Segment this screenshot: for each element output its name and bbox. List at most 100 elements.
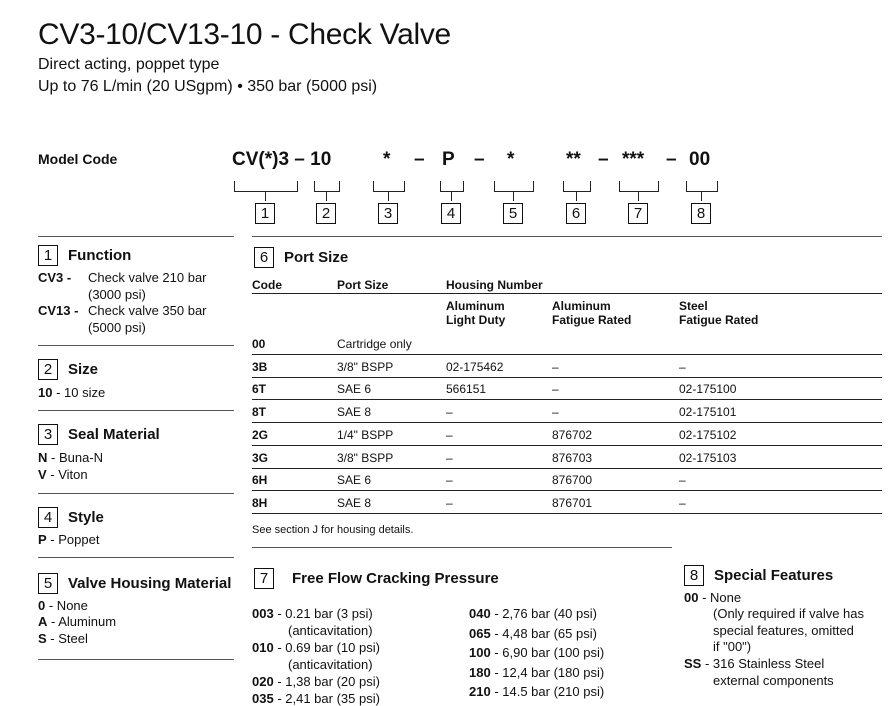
table-row-divider bbox=[252, 490, 882, 491]
row-al-fatigue: – bbox=[552, 360, 559, 374]
seal-item-n: N - Buna-N bbox=[38, 450, 104, 465]
row-port-size: 3/8" BSPP bbox=[337, 451, 394, 465]
table-row-divider bbox=[252, 399, 882, 400]
model-code-label: Model Code bbox=[38, 151, 118, 167]
row-al-fatigue: 876703 bbox=[552, 451, 593, 465]
col-header-port: Port Size bbox=[337, 278, 389, 292]
row-al-fatigue: 876702 bbox=[552, 428, 593, 442]
row-steel: 02-175103 bbox=[679, 451, 737, 465]
table-row-divider bbox=[252, 377, 882, 378]
row-code: 6H bbox=[252, 473, 268, 487]
row-code: 8T bbox=[252, 405, 267, 419]
subtitle-type: Direct acting, poppet type bbox=[38, 56, 220, 73]
col-header-code: Code bbox=[252, 278, 282, 292]
model-code-dash: – bbox=[666, 149, 677, 170]
col-header-steel-2: Fatigue Rated bbox=[679, 313, 759, 327]
row-al-light: 566151 bbox=[446, 382, 487, 396]
model-code-dash: – bbox=[414, 149, 425, 170]
row-al-fatigue: 876700 bbox=[552, 473, 593, 487]
function-item-cv3-desc: Check valve 210 bar bbox=[88, 270, 207, 285]
section-special-header: 8 Special Features bbox=[684, 565, 833, 586]
col-header-al-light: Aluminum bbox=[446, 299, 505, 313]
row-port-size: 1/4" BSPP bbox=[337, 428, 394, 442]
row-steel: – bbox=[679, 473, 686, 487]
row-code: 3G bbox=[252, 451, 269, 465]
cracking-item-note: (anticavitation) bbox=[288, 623, 373, 638]
model-box-4: 4 bbox=[441, 203, 461, 224]
model-box-3: 3 bbox=[378, 203, 398, 224]
size-item: 10 - 10 size bbox=[38, 385, 106, 400]
model-box-8: 8 bbox=[691, 203, 711, 224]
model-box-7: 7 bbox=[628, 203, 648, 224]
table-row-divider bbox=[252, 445, 882, 446]
cracking-item: 100 - 6,90 bar (100 psi) bbox=[469, 645, 605, 660]
row-al-light: – bbox=[446, 496, 453, 510]
row-al-fatigue: – bbox=[552, 382, 559, 396]
table-row-divider bbox=[252, 468, 882, 469]
row-code: 6T bbox=[252, 382, 267, 396]
function-item-cv3-desc2: (3000 psi) bbox=[88, 287, 146, 302]
cracking-item: 065 - 4,48 bar (65 psi) bbox=[469, 625, 597, 641]
table-row-divider bbox=[252, 513, 882, 514]
row-al-fatigue: 876701 bbox=[552, 496, 593, 510]
model-code-dash: – bbox=[474, 149, 485, 170]
model-code-part-4: P bbox=[442, 149, 455, 170]
row-steel: – bbox=[679, 496, 686, 510]
cracking-item: 035 - 2,41 bar (35 psi) bbox=[252, 691, 380, 706]
row-al-light: – bbox=[446, 473, 453, 487]
function-item-cv13-desc: Check valve 350 bar bbox=[88, 303, 207, 318]
seal-item-v: V - Viton bbox=[38, 467, 88, 482]
row-port-size: Cartridge only bbox=[337, 337, 412, 351]
row-al-light: – bbox=[446, 451, 453, 465]
col-header-al-fatigue-2: Fatigue Rated bbox=[552, 313, 632, 327]
cracking-item: 180 - 12,4 bar (180 psi) bbox=[469, 664, 605, 680]
special-none-note-3: if "00") bbox=[713, 639, 752, 654]
cracking-item-note: (anticavitation) bbox=[288, 657, 373, 672]
row-port-size: SAE 8 bbox=[337, 405, 372, 419]
section-style-header: 4 Style bbox=[38, 507, 104, 528]
row-steel: 02-175101 bbox=[679, 405, 737, 419]
cracking-item: 020 - 1,38 bar (20 psi) bbox=[252, 674, 380, 689]
subtitle-rating: Up to 76 L/min (20 USgpm) • 350 bar (500… bbox=[38, 78, 378, 95]
model-code-part-5: * bbox=[507, 149, 515, 170]
row-port-size: SAE 6 bbox=[337, 473, 372, 487]
special-item-ss: SS - 316 Stainless Steel bbox=[684, 656, 825, 671]
function-item-cv3: CV3 - bbox=[38, 270, 72, 285]
row-steel: 02-175102 bbox=[679, 428, 737, 442]
function-item-cv13: CV13 - bbox=[38, 303, 79, 318]
row-port-size: 3/8" BSPP bbox=[337, 360, 394, 374]
row-code: 00 bbox=[252, 337, 266, 351]
row-code: 3B bbox=[252, 360, 268, 374]
row-code: 8H bbox=[252, 496, 268, 510]
model-box-2: 2 bbox=[316, 203, 336, 224]
model-code-part-2: * bbox=[383, 149, 391, 170]
model-box-6: 6 bbox=[566, 203, 586, 224]
style-item: P - Poppet bbox=[38, 532, 100, 547]
model-code-part-6: ** bbox=[566, 149, 581, 170]
model-code-part-8: 00 bbox=[689, 149, 711, 170]
section-port-size-header: 6 Port Size bbox=[254, 247, 348, 268]
row-code: 2G bbox=[252, 428, 269, 442]
row-steel: 02-175100 bbox=[679, 382, 737, 396]
row-al-light: 02-175462 bbox=[446, 360, 504, 374]
section-cracking-header: 7 Free Flow Cracking Pressure bbox=[254, 568, 499, 589]
model-code-dash: – bbox=[598, 149, 609, 170]
special-none-note-2: special features, omitted bbox=[713, 623, 854, 638]
col-header-housing: Housing Number bbox=[446, 278, 543, 292]
special-none-note-1: (Only required if valve has bbox=[713, 606, 865, 621]
model-box-5: 5 bbox=[503, 203, 523, 224]
row-port-size: SAE 8 bbox=[337, 496, 372, 510]
section-housing-material-header: 5 Valve Housing Material bbox=[38, 573, 231, 594]
special-item-none: 00 - None bbox=[684, 590, 742, 605]
table-row-divider bbox=[252, 354, 882, 355]
port-size-note: See section J for housing details. bbox=[252, 524, 414, 536]
col-header-steel: Steel bbox=[679, 299, 708, 313]
model-code-part-7: *** bbox=[622, 149, 645, 170]
col-header-al-light-2: Light Duty bbox=[446, 313, 506, 327]
cracking-item: 010 - 0.69 bar (10 psi) bbox=[252, 640, 380, 655]
model-box-1: 1 bbox=[255, 203, 275, 224]
row-al-light: – bbox=[446, 428, 453, 442]
table-row-divider bbox=[252, 422, 882, 423]
row-al-fatigue: – bbox=[552, 405, 559, 419]
housing-item-none: 0 - None bbox=[38, 598, 88, 613]
